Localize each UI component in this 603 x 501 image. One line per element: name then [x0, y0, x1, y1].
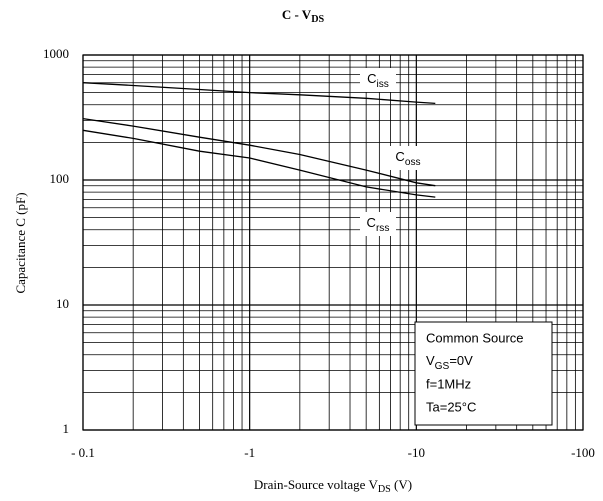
series-line	[82, 129, 436, 198]
legend-label: Ciss	[367, 71, 389, 89]
legend-label: Coss	[395, 149, 420, 167]
x-tick-label: -1	[244, 445, 255, 460]
y-axis-label: Capacitance C (pF)	[13, 192, 28, 293]
series-line	[82, 117, 436, 187]
legend-bg	[360, 68, 396, 92]
y-tick-label: 10	[56, 296, 69, 311]
x-tick-label: -100	[571, 445, 595, 460]
y-tick-label: 100	[50, 171, 70, 186]
series-line	[82, 82, 436, 105]
x-axis-label: Drain-Source voltage VDS (V)	[254, 477, 412, 495]
annotation-box	[414, 321, 553, 426]
legend-bg	[390, 146, 426, 170]
annotation: f=1MHz	[426, 376, 471, 391]
x-tick-label: - 0.1	[71, 445, 95, 460]
plot-frame	[82, 54, 584, 431]
annotation: Common Source	[426, 330, 524, 345]
lines	[82, 82, 436, 198]
chart-title: C - VDS	[282, 7, 325, 25]
legend-bg	[360, 212, 396, 236]
x-tick-label: -10	[408, 445, 425, 460]
legend-label: Crss	[367, 215, 390, 233]
grid	[82, 54, 584, 431]
y-tick-label: 1000	[43, 46, 69, 61]
labels: - 0.1 -1 -10 -100 1 10 100 1000 Ciss Coss Crss C - …	[13, 7, 595, 495]
annotation: VGS=0V	[426, 353, 473, 371]
y-tick-label: 1	[63, 421, 70, 436]
annotation: Ta=25°C	[426, 399, 476, 414]
